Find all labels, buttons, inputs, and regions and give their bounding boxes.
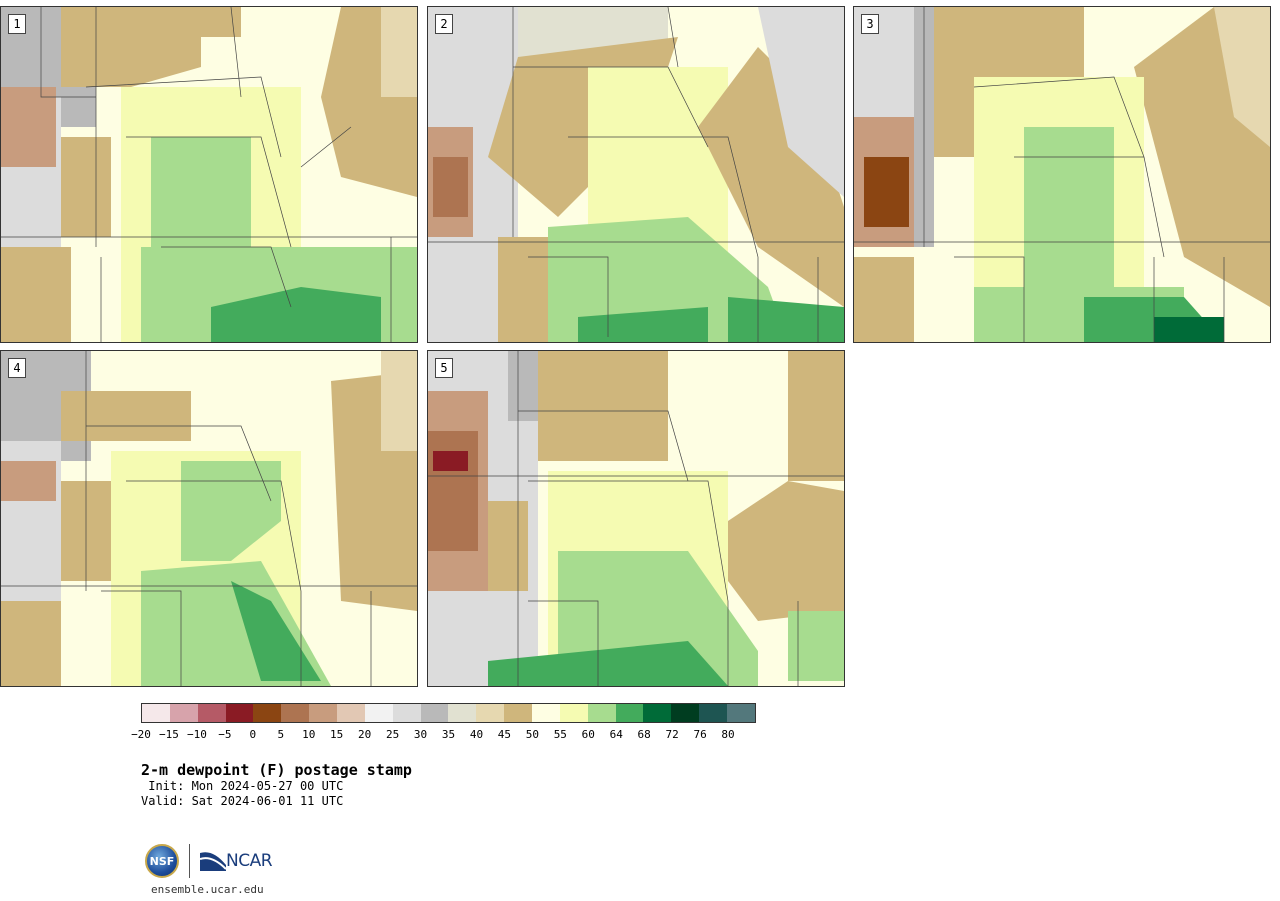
colorbar-swatch (643, 704, 672, 722)
colorbar-swatch (197, 704, 226, 722)
state-borders (1, 7, 417, 342)
colorbar-tick-label: −20 (131, 728, 151, 741)
panel-number: 4 (8, 358, 26, 378)
colorbar-tick-label: 40 (469, 728, 484, 741)
colorbar-tick-label: −15 (159, 728, 179, 741)
colorbar-swatch (364, 704, 393, 722)
colorbar-swatch (142, 704, 170, 722)
nsf-seal-icon: NSF (145, 844, 179, 878)
colorbar-tick-label: 55 (553, 728, 567, 741)
map-panel-4: 4 (0, 350, 418, 687)
colorbar-swatch (504, 704, 533, 722)
colorbar-tick-label: 76 (693, 728, 707, 741)
plot-title: 2-m dewpoint (F) postage stamp (141, 761, 412, 779)
colorbar-swatch (727, 704, 755, 722)
colorbar-tick-label: 5 (277, 728, 285, 741)
ncar-logo: NCAR (200, 851, 273, 871)
colorbar-tick-label: 80 (721, 728, 735, 741)
colorbar-tick-label: 15 (330, 728, 344, 741)
colorbar-tick-label: 0 (249, 728, 257, 741)
colorbar-swatch (420, 704, 449, 722)
colorbar-tick-label: −10 (186, 728, 207, 741)
colorbar-tick-label: 35 (441, 728, 456, 741)
dewpoint-map (1, 7, 417, 342)
state-borders (1, 351, 417, 686)
panel-number: 1 (8, 14, 26, 34)
valid-time: Valid: Sat 2024-06-01 11 UTC (141, 794, 344, 808)
colorbar-swatch (392, 704, 421, 722)
colorbar-tick-label: 10 (302, 728, 316, 741)
colorbar-swatch (476, 704, 505, 722)
panel-number: 3 (861, 14, 879, 34)
colorbar-swatch (699, 704, 728, 722)
logo-divider (189, 844, 190, 878)
map-panel-1: 1 (0, 6, 418, 343)
map-panel-2: 2 (427, 6, 845, 343)
colorbar-tick-label: 30 (413, 728, 428, 741)
panel-number: 2 (435, 14, 453, 34)
colorbar-swatch (309, 704, 338, 722)
nsf-ncar-logo: NSF NCAR (145, 843, 273, 879)
colorbar-tick-label: 68 (637, 728, 651, 741)
colorbar-tick-label: 60 (581, 728, 595, 741)
colorbar-tick-label: 72 (665, 728, 679, 741)
website-url: ensemble.ucar.edu (151, 883, 264, 896)
colorbar-tick-label: 45 (497, 728, 512, 741)
map-panel-5: 5 (427, 350, 845, 687)
colorbar-swatch (253, 704, 282, 722)
colorbar-swatch (281, 704, 310, 722)
colorbar-swatch (615, 704, 644, 722)
colorbar-swatch (337, 704, 365, 722)
dewpoint-map (428, 351, 844, 686)
colorbar-swatch (671, 704, 700, 722)
colorbar-tick-label: −5 (218, 728, 232, 741)
colorbar-swatch (559, 704, 588, 722)
ncar-wave-icon (200, 852, 226, 871)
state-borders (428, 351, 844, 686)
colorbar-swatch (587, 704, 616, 722)
colorbar-tick-label: 64 (609, 728, 623, 741)
state-borders (854, 7, 1270, 342)
map-panel-3: 3 (853, 6, 1271, 343)
init-time: Init: Mon 2024-05-27 00 UTC (141, 779, 344, 793)
dewpoint-map (1, 351, 417, 686)
colorbar-swatch (169, 704, 198, 722)
colorbar-swatch (532, 704, 560, 722)
colorbar-ticks: −20 −15 −10 −5 0 5 10 15 20 25 30 35 40 45 50 55 60 64 68 7… (131, 728, 756, 742)
panel-number: 5 (435, 358, 453, 378)
colorbar-tick-label: 50 (525, 728, 539, 741)
colorbar-swatch (225, 704, 254, 722)
state-borders (428, 7, 844, 342)
colorbar-swatch (448, 704, 477, 722)
dewpoint-map (428, 7, 844, 342)
colorbar-tick-label: 25 (385, 728, 400, 741)
colorbar-tick-label: 20 (358, 728, 372, 741)
ncar-text: NCAR (226, 851, 273, 871)
dewpoint-map (854, 7, 1270, 342)
colorbar (141, 703, 756, 723)
